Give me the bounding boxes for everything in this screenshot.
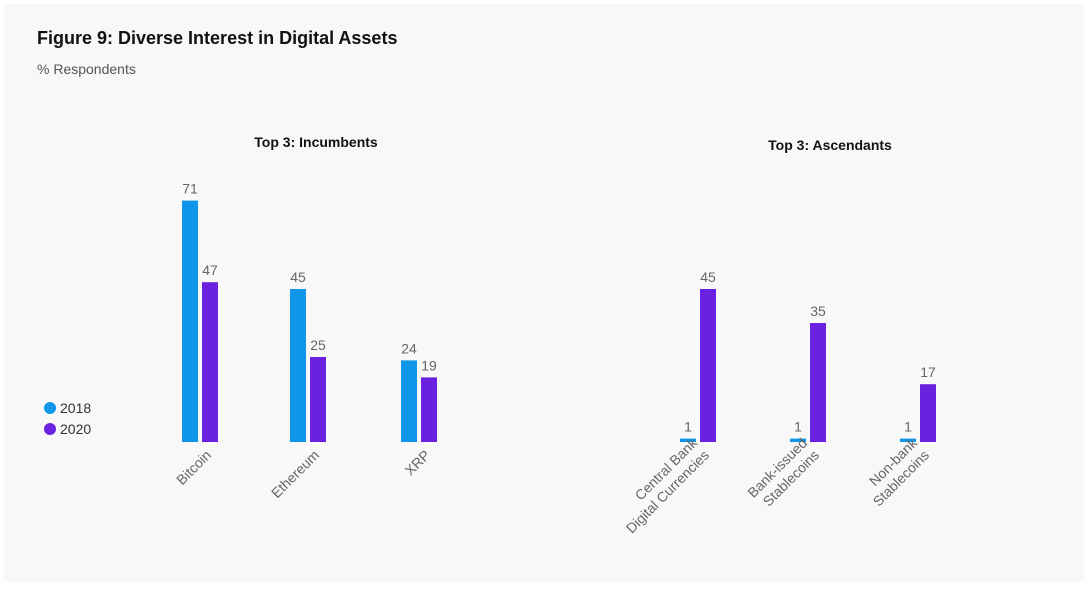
bar-1-2-2018	[401, 360, 417, 442]
data-label-1-1-2018: 45	[290, 269, 306, 285]
legend-swatch-2020	[44, 423, 56, 435]
data-label-1-0-2020: 47	[202, 262, 218, 278]
data-label-1-2-2018: 24	[401, 340, 417, 356]
chart-title-2: Top 3: Ascendants	[768, 137, 892, 153]
bar-1-0-2020	[202, 282, 218, 442]
data-label-1-1-2020: 25	[310, 337, 326, 353]
category-label-line: Bitcoin	[173, 447, 214, 488]
data-label-2-2-2020: 17	[920, 364, 936, 380]
data-label-2-1-2020: 35	[810, 303, 826, 319]
bar-1-1-2018	[290, 289, 306, 442]
legend-item-2020: 2020	[44, 421, 91, 437]
legend-item-2018: 2018	[44, 400, 91, 416]
bar-1-2-2020	[421, 377, 437, 442]
bar-2-1-2018	[790, 438, 806, 442]
bar-2-0-2020	[700, 289, 716, 442]
bar-2-1-2020	[810, 323, 826, 442]
legend-label-2020: 2020	[60, 421, 92, 437]
data-label-2-2-2018: 1	[904, 419, 912, 435]
figure-subtitle: % Respondents	[37, 61, 136, 77]
legend-label-2018: 2018	[60, 400, 92, 416]
data-label-2-1-2018: 1	[794, 419, 802, 435]
data-label-2-0-2018: 1	[684, 419, 692, 435]
legend-swatch-2018	[44, 402, 56, 414]
bar-1-0-2018	[182, 200, 198, 442]
bar-2-2-2020	[920, 384, 936, 442]
category-label-line: XRP	[401, 447, 433, 479]
data-label-2-0-2020: 45	[700, 269, 716, 285]
category-label-1-0: Bitcoin	[173, 447, 214, 488]
category-label-1-1: Ethereum	[268, 447, 322, 501]
bar-1-1-2020	[310, 357, 326, 442]
bar-2-0-2018	[680, 438, 696, 442]
category-label-1-2: XRP	[401, 447, 433, 479]
figure-title: Figure 9: Diverse Interest in Digital As…	[37, 28, 398, 48]
category-label-line: Ethereum	[268, 447, 322, 501]
data-label-1-2-2020: 19	[421, 357, 437, 373]
bar-2-2-2018	[900, 438, 916, 442]
data-label-1-0-2018: 71	[182, 181, 198, 197]
chart-title-1: Top 3: Incumbents	[254, 134, 378, 150]
